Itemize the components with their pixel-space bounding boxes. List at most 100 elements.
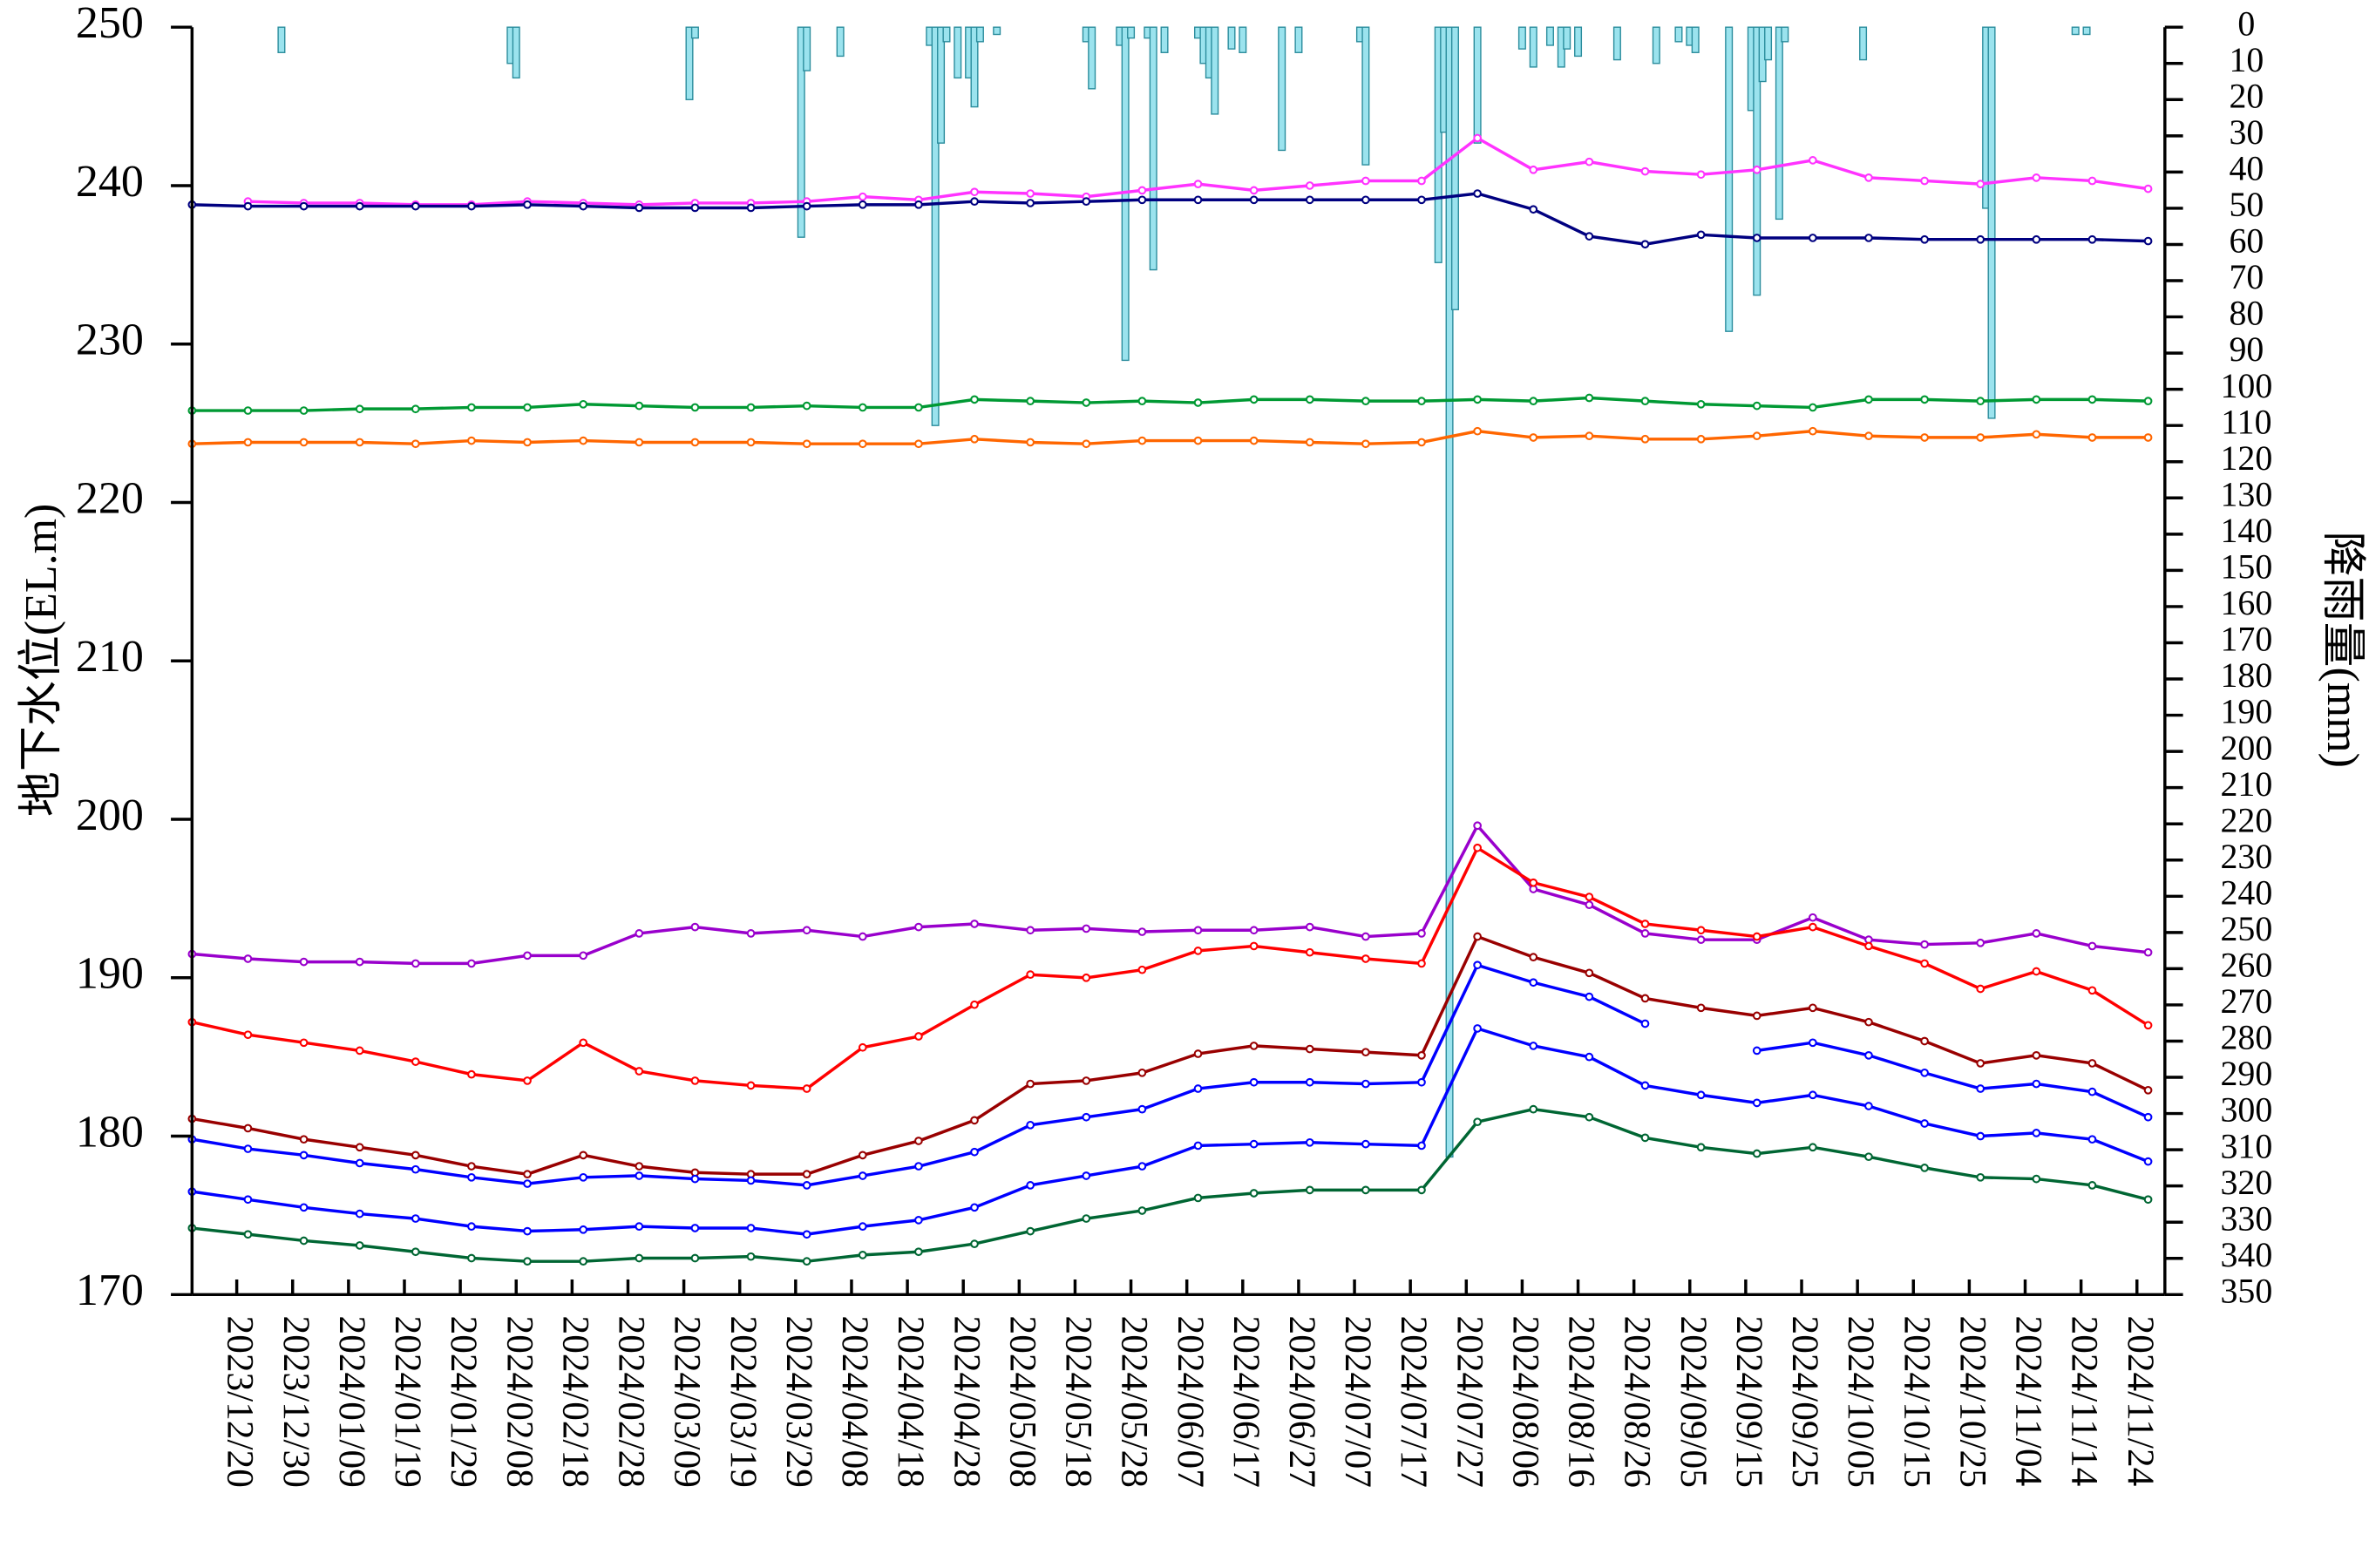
water-level-marker <box>802 926 811 935</box>
water-level-marker <box>970 395 979 404</box>
x-tick-label: 2024/02/28 <box>611 1316 653 1488</box>
water-level-marker <box>1920 176 1929 186</box>
water-level-marker <box>1361 176 1370 186</box>
water-level-marker <box>1808 1038 1817 1048</box>
y2-tick-label: 100 <box>2220 366 2272 405</box>
y2-tick-label: 180 <box>2220 655 2272 695</box>
water-level-marker <box>1864 1102 1873 1110</box>
y2-tick-label: 130 <box>2220 474 2272 513</box>
water-level-marker <box>1920 234 1929 244</box>
water-level-marker <box>746 1224 756 1232</box>
water-level-marker <box>523 1170 532 1179</box>
water-level-marker <box>2087 1087 2097 1096</box>
water-level-marker <box>802 1084 811 1093</box>
water-level-marker <box>970 434 979 444</box>
water-level-marker <box>970 1203 979 1212</box>
water-level-marker <box>690 1076 700 1085</box>
water-level-marker <box>858 1151 867 1160</box>
water-level-marker <box>523 951 532 960</box>
x-tick-label: 2024/05/08 <box>1001 1316 1043 1488</box>
y2-tick-label: 210 <box>2220 764 2272 804</box>
rain-bar <box>954 26 962 79</box>
x-tick-label: 2024/07/17 <box>1393 1316 1435 1488</box>
water-level-marker <box>1249 395 1259 404</box>
water-level-marker <box>579 399 588 409</box>
water-level-marker <box>2032 395 2041 404</box>
water-level-marker <box>746 438 756 447</box>
water-level-marker <box>1249 926 1259 935</box>
water-level-marker <box>523 200 532 209</box>
water-level-marker <box>1137 927 1147 936</box>
water-level-marker <box>1585 1052 1594 1062</box>
y2-tick-label: 0 <box>2237 3 2255 43</box>
water-level-marker <box>1752 401 1761 411</box>
water-level-marker <box>1752 932 1761 941</box>
rain-bar <box>1160 26 1169 53</box>
rain-bar <box>1859 26 1868 61</box>
water-level-marker <box>1864 431 1873 440</box>
water-level-marker <box>2032 1129 2041 1137</box>
water-level-marker <box>970 1000 979 1009</box>
water-level-marker <box>299 1151 309 1160</box>
y2-tick-label: 40 <box>2229 149 2264 188</box>
water-level-marker <box>1864 1050 1873 1060</box>
rain-bar <box>277 26 286 53</box>
water-level-marker <box>1193 1084 1203 1093</box>
y2-tick-label: 150 <box>2220 547 2272 587</box>
water-level-marker <box>2087 395 2097 404</box>
x-tick-label: 2024/02/08 <box>499 1316 540 1488</box>
water-level-marker <box>579 1151 588 1160</box>
water-level-marker <box>523 403 532 412</box>
water-level-marker <box>1305 1185 1314 1195</box>
water-level-marker <box>355 404 364 414</box>
water-level-marker <box>1976 984 1985 994</box>
rain-bar <box>1725 26 1734 332</box>
x-tick-label: 2024/08/16 <box>1561 1316 1603 1488</box>
water-level-marker <box>1864 395 1873 404</box>
water-level-marker <box>1473 932 1482 941</box>
water-level-marker <box>1137 397 1147 406</box>
water-level-marker <box>858 932 867 941</box>
water-level-marker <box>1585 893 1594 901</box>
water-level-marker <box>1752 1098 1761 1108</box>
water-level-marker <box>970 920 979 928</box>
water-level-marker <box>1976 397 1985 406</box>
x-tick-label: 2024/09/25 <box>1784 1316 1826 1488</box>
water-level-marker <box>2032 1079 2041 1089</box>
water-level-marker <box>1864 1017 1873 1027</box>
water-level-marker <box>299 406 309 415</box>
x-tick-label: 2024/06/27 <box>1281 1316 1323 1488</box>
water-level-marker <box>2143 1157 2153 1166</box>
x-tick-label: 2024/11/24 <box>2120 1316 2162 1487</box>
water-level-marker <box>1696 935 1706 945</box>
rain-bar <box>1775 26 1783 221</box>
water-level-marker <box>467 201 476 211</box>
water-level-marker <box>1585 157 1594 166</box>
water-level-marker <box>523 438 532 447</box>
water-level-line <box>1756 1041 2149 1119</box>
water-level-marker <box>355 1158 364 1168</box>
water-level-marker <box>1808 1090 1817 1100</box>
y2-tick-label: 160 <box>2220 583 2272 622</box>
water-level-marker <box>1976 180 1985 188</box>
water-level-marker <box>635 1253 644 1263</box>
water-level-marker <box>355 201 364 211</box>
water-level-marker <box>1808 403 1817 412</box>
water-level-marker <box>914 1247 923 1257</box>
water-level-marker <box>1249 1042 1259 1050</box>
x-tick-label: 2024/04/08 <box>834 1316 876 1488</box>
water-level-marker <box>1193 1141 1203 1151</box>
water-level-marker <box>299 201 309 211</box>
water-level-lines <box>187 133 2153 1266</box>
water-level-marker <box>635 1067 644 1076</box>
water-level-marker <box>1920 1119 1929 1128</box>
water-level-marker <box>1305 922 1314 932</box>
water-level-marker <box>1193 195 1203 205</box>
water-level-marker <box>690 922 700 932</box>
water-level-marker <box>2032 173 2041 182</box>
rain-bar <box>1088 26 1096 90</box>
water-level-marker <box>746 403 756 412</box>
water-level-marker <box>858 403 867 412</box>
